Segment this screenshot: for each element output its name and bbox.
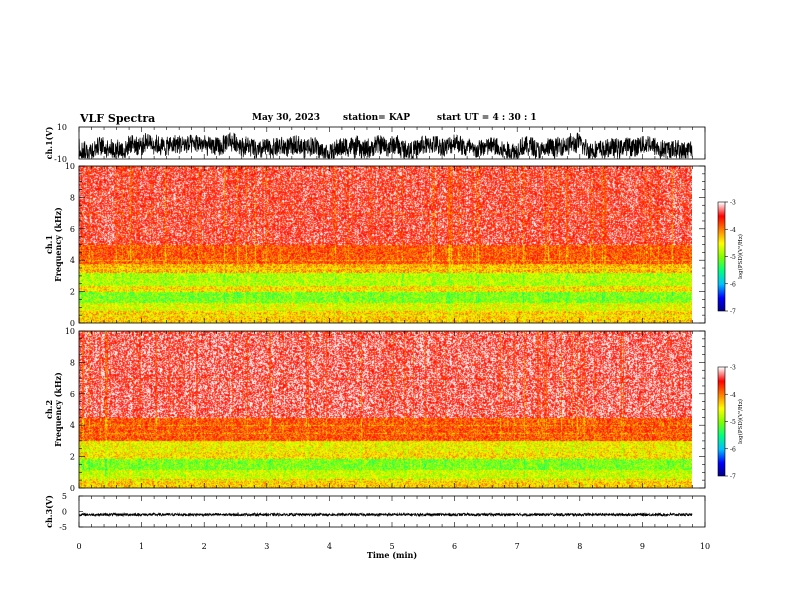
ch1-spectrogram-ytick-label: 0	[70, 319, 75, 328]
ch2-spectrogram-ylabel-channel: ch.2	[44, 400, 54, 419]
ch3-ytick-label: 5	[62, 492, 67, 501]
ch2-spectrogram-colorbar-tick-label: -5	[730, 419, 736, 426]
ch2-spectrogram-colorbar-tick-label: -4	[730, 392, 736, 399]
xtick-label: 6	[452, 542, 457, 551]
ch3-ytick-label: -5	[59, 523, 67, 532]
ch1-spectrogram-ytick-label: 10	[65, 162, 75, 171]
ch2-spectrogram-ytick-label: 0	[70, 484, 75, 493]
ch1-spectrogram-ytick-label: 4	[70, 256, 75, 265]
ch2-spectrogram-ylabel-frequency: Frequency (kHz)	[53, 372, 63, 447]
ch2-spectrogram-ytick-label: 8	[70, 358, 75, 367]
ch3-waveform-trace	[78, 511, 693, 518]
date-label: May 30, 2023	[252, 113, 320, 123]
ch2-spectrogram-colorbar-label: log(PSD)(V²/Hz)	[737, 399, 744, 444]
ch3-ylabel: ch.3(V)	[44, 495, 54, 528]
ch2-spectrogram-colorbar-tick-label: -3	[730, 365, 736, 372]
ch1-waveform-trace	[78, 132, 693, 160]
xtick-label: 5	[389, 542, 394, 551]
chart-title: VLF Spectra	[80, 112, 156, 125]
ch1-spectrogram-colorbar-tick-label: -4	[730, 227, 736, 234]
ch2-spectrogram-ytick-label: 2	[70, 453, 75, 462]
ch1-ytick-label-bottom: -10	[54, 155, 67, 164]
xtick-label: 7	[515, 542, 520, 551]
ch2-spectrogram-ytick-label: 10	[65, 327, 75, 336]
xtick-label: 4	[327, 542, 332, 551]
ch1-spectrogram-colorbar-tick-label: -7	[730, 309, 736, 316]
ch1-spectrogram-ylabel-channel: ch.1	[44, 235, 54, 254]
ch3-ytick-label: 0	[62, 508, 67, 517]
ch1-spectrogram-colorbar-label: log(PSD)(V²/Hz)	[737, 234, 744, 279]
xtick-label: 9	[640, 542, 645, 551]
ch2-spectrogram-colorbar-tick-label: -6	[730, 446, 736, 453]
xtick-label: 2	[202, 542, 207, 551]
xtick-label: 8	[577, 542, 582, 551]
ch2-spectrogram-image	[79, 331, 692, 488]
ch1-ytick-label-top: 10	[57, 123, 67, 132]
ch1-spectrogram-image	[79, 166, 692, 323]
start-time-label: start UT = 4 : 30 : 1	[437, 113, 537, 123]
ch1-spectrogram-ytick-label: 8	[70, 193, 75, 202]
ch2-spectrogram-colorbar-tick-label: -7	[730, 474, 736, 481]
ch1-spectrogram-ytick-label: 6	[70, 225, 75, 234]
ch2-spectrogram-ytick-label: 4	[70, 421, 75, 430]
xtick-label: 1	[139, 542, 144, 551]
ch2-spectrogram-ytick-label: 6	[70, 390, 75, 399]
ch1-spectrogram-colorbar-tick-label: -5	[730, 254, 736, 261]
station-label: station= KAP	[343, 113, 411, 123]
ch1-spectrogram-ylabel-frequency: Frequency (kHz)	[53, 207, 63, 282]
ch2-spectrogram-colorbar	[718, 367, 725, 476]
ch1-spectrogram-colorbar	[718, 202, 725, 311]
x-axis-label: Time (min)	[367, 550, 417, 560]
ch1-spectrogram-ytick-label: 2	[70, 288, 75, 297]
ch1-spectrogram-colorbar-tick-label: -3	[730, 200, 736, 207]
xtick-label: 10	[700, 542, 710, 551]
ch1-spectrogram-colorbar-tick-label: -6	[730, 281, 736, 288]
ch1-ylabel: ch.1(V)	[44, 126, 54, 159]
xtick-label: 3	[264, 542, 269, 551]
xtick-label: 0	[76, 542, 81, 551]
